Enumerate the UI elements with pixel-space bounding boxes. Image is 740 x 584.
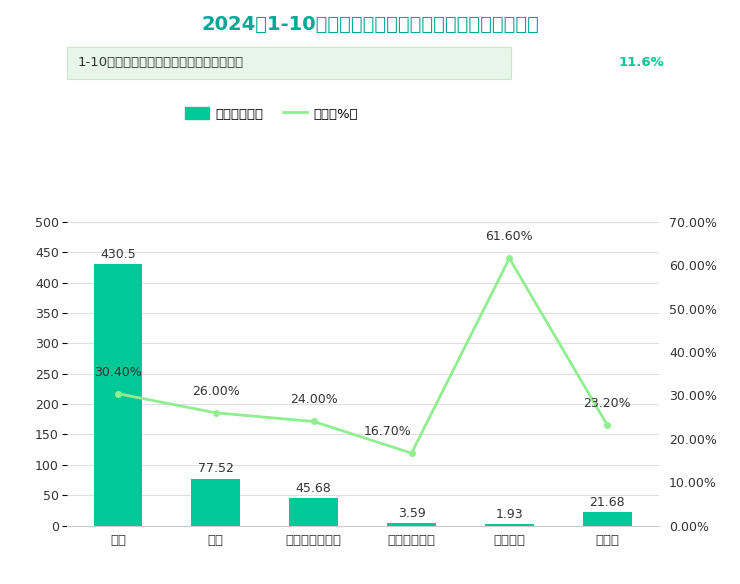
Text: 77.52: 77.52 [198, 463, 234, 475]
Text: 61.60%: 61.60% [485, 230, 534, 243]
Text: 430.5: 430.5 [100, 248, 136, 261]
Text: 3.59: 3.59 [397, 507, 426, 520]
Bar [289, 498, 338, 526]
Bar [583, 512, 632, 526]
Legend: 产量（万吨）, 增长（%）: 产量（万吨）, 增长（%） [180, 102, 363, 126]
Text: 11.6%: 11.6% [619, 56, 665, 69]
Text: 24.00%: 24.00% [290, 393, 337, 406]
Text: 45.68: 45.68 [296, 482, 332, 495]
Bar [192, 478, 240, 526]
Text: 26.00%: 26.00% [192, 385, 240, 398]
Text: 30.40%: 30.40% [94, 366, 142, 378]
Bar [387, 523, 436, 526]
Text: 1-10月，全市规模以上工业增加值同比增长: 1-10月，全市规模以上工业增加值同比增长 [78, 56, 243, 69]
FancyBboxPatch shape [67, 47, 511, 79]
Bar [93, 264, 142, 526]
Bar [485, 524, 534, 526]
Text: 23.20%: 23.20% [583, 397, 631, 410]
Text: 16.70%: 16.70% [364, 425, 411, 438]
Text: 1.93: 1.93 [496, 509, 523, 522]
Text: 21.68: 21.68 [590, 496, 625, 509]
Text: 2024年1-10月武威市规模以上工业产品产量及增长情况: 2024年1-10月武威市规模以上工业产品产量及增长情况 [201, 15, 539, 34]
